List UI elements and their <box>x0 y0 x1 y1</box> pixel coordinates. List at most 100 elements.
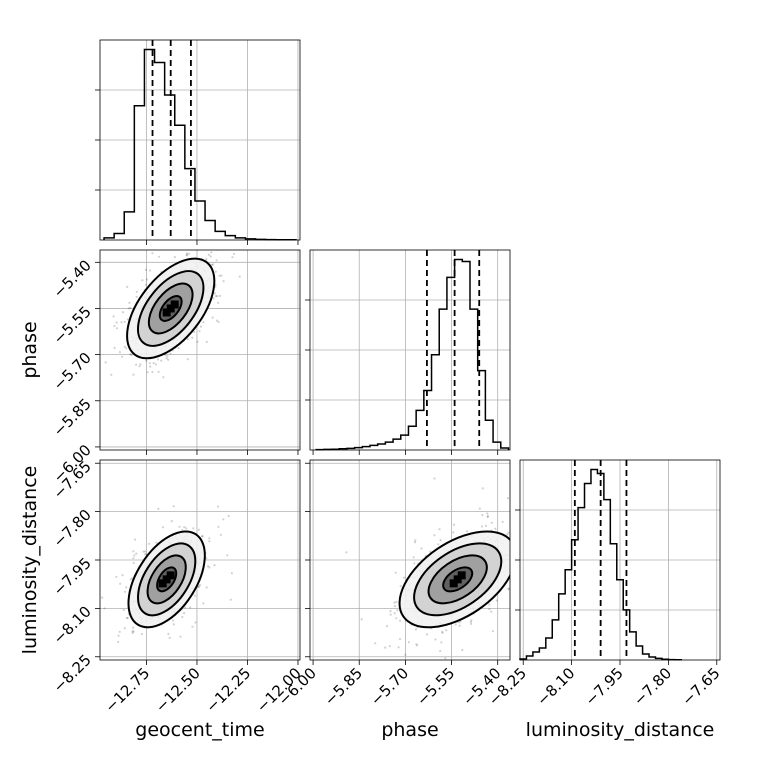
sample-point <box>506 533 509 536</box>
sample-point <box>118 351 121 354</box>
sample-point <box>167 632 170 636</box>
sample-point <box>216 295 219 298</box>
x-tick-label: −8.10 <box>533 664 578 709</box>
sample-point <box>126 318 129 321</box>
hist-panel-luminosity_distance-frame <box>519 459 721 661</box>
sample-point <box>112 315 115 318</box>
scatter-panel-geocent_time-phase-frame <box>99 249 301 451</box>
hist-panel-geocent_time-frame <box>99 39 301 241</box>
sample-point <box>172 623 175 626</box>
contour-line <box>127 530 206 629</box>
sample-point <box>217 525 220 528</box>
sample-point <box>402 576 406 579</box>
sample-point <box>201 535 204 538</box>
sample-point <box>440 641 443 644</box>
sample-point <box>490 610 493 613</box>
sample-point <box>486 515 489 518</box>
sample-point <box>201 535 204 538</box>
sample-point <box>145 359 148 362</box>
sample-point <box>506 497 510 500</box>
sample-point <box>230 572 233 575</box>
sample-point <box>480 525 484 528</box>
sample-point <box>207 253 210 256</box>
sample-point <box>186 358 189 361</box>
sample-point <box>177 347 180 350</box>
x-tick-label: −12.25 <box>202 664 254 716</box>
sample-point <box>512 587 514 589</box>
sample-point <box>156 358 160 361</box>
sample-point <box>130 353 133 357</box>
sample-point <box>202 602 205 605</box>
sample-point <box>113 346 116 350</box>
sample-point <box>133 554 136 557</box>
x-tick-label: −12.50 <box>152 664 204 716</box>
sample-point <box>208 537 211 540</box>
sample-point <box>214 244 216 246</box>
sample-point <box>117 640 120 644</box>
sample-point <box>162 376 165 379</box>
sample-point <box>161 526 164 529</box>
sample-point <box>231 256 234 259</box>
sample-point <box>218 294 221 297</box>
sample-point <box>395 600 398 604</box>
sample-point <box>189 606 192 609</box>
y-tick-label: −5.40 <box>50 256 95 301</box>
sample-point <box>407 641 410 644</box>
sample-point <box>127 307 130 310</box>
sample-point <box>238 275 241 278</box>
sample-point <box>115 327 119 330</box>
sample-point <box>181 615 184 619</box>
sample-point <box>397 646 400 649</box>
sample-point <box>169 352 172 355</box>
sample-point <box>495 599 498 602</box>
sample-point <box>194 621 197 624</box>
sample-point <box>437 543 440 546</box>
contour-line <box>136 270 205 347</box>
sample-point <box>208 566 211 569</box>
sample-point <box>486 512 489 515</box>
sample-point <box>389 610 392 613</box>
sample-point <box>484 524 488 528</box>
sample-point <box>167 358 170 361</box>
sample-point <box>135 295 138 298</box>
sample-point <box>131 631 134 635</box>
sample-point <box>133 538 137 541</box>
sample-point <box>488 603 491 606</box>
sample-point <box>438 528 441 531</box>
sample-point <box>217 320 220 323</box>
sample-point <box>183 526 186 529</box>
sample-point <box>205 258 208 261</box>
y-tick-label: −5.70 <box>50 349 95 394</box>
contour-line <box>126 257 216 360</box>
sample-point <box>185 527 188 530</box>
contour-line <box>137 542 197 617</box>
sample-point <box>157 370 160 373</box>
sample-point <box>135 363 138 366</box>
sample-point <box>192 527 195 530</box>
sample-point <box>157 507 160 510</box>
x-tick-label: −5.85 <box>321 664 366 709</box>
x-tick-label: −7.95 <box>582 664 627 709</box>
sample-point <box>394 571 397 574</box>
sample-point <box>165 357 168 360</box>
sample-point <box>227 514 230 518</box>
sample-point <box>191 241 193 243</box>
sample-point <box>152 362 155 365</box>
sample-point <box>501 520 504 523</box>
contour-line <box>146 554 187 605</box>
sample-point <box>213 564 216 567</box>
sample-point <box>469 622 473 626</box>
sample-point <box>126 285 129 288</box>
sample-point <box>115 575 118 578</box>
sample-point <box>186 252 189 255</box>
sample-point <box>214 270 217 273</box>
sample-point <box>121 355 124 358</box>
sample-point <box>220 274 223 277</box>
sample-point <box>179 635 182 638</box>
sample-point <box>219 533 222 536</box>
sample-point <box>439 649 442 653</box>
sample-point <box>197 585 201 589</box>
sample-point <box>488 608 491 611</box>
sample-point <box>160 359 163 362</box>
sample-point <box>211 316 214 319</box>
